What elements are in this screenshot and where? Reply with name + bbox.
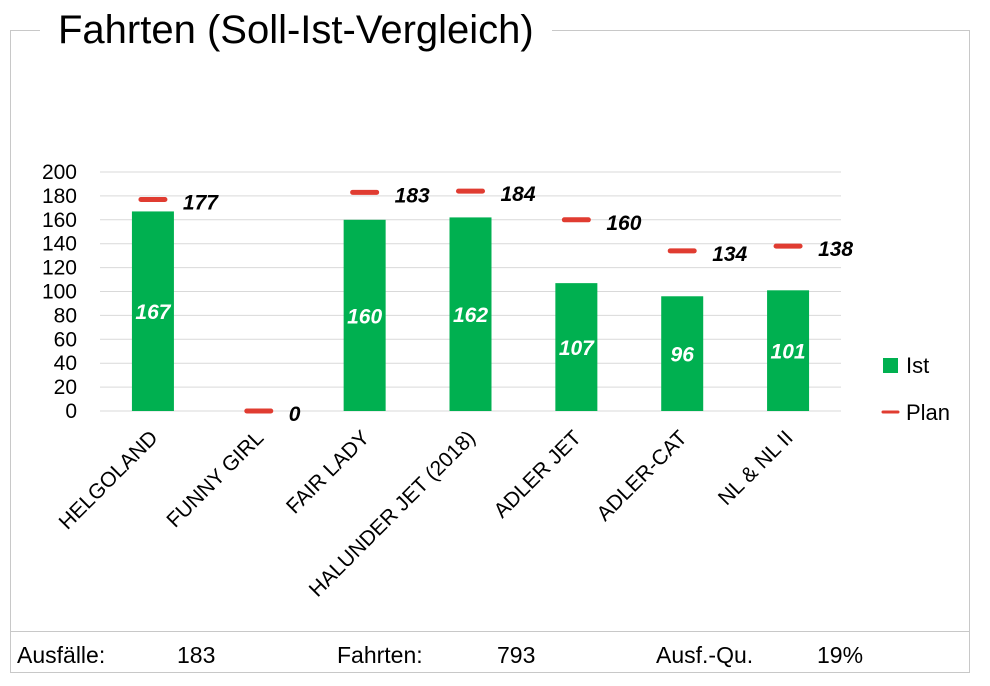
y-tick-label: 120 (42, 257, 77, 280)
y-tick-label: 20 (54, 376, 77, 399)
footer-divider (10, 631, 970, 632)
ist-bar (131, 211, 174, 411)
y-tick-label: 180 (42, 185, 77, 208)
y-tick-label: 200 (42, 161, 77, 184)
plan-value-label: 177 (183, 191, 219, 214)
legend-ist-label: Ist (906, 353, 929, 378)
ist-bar (661, 296, 704, 411)
plan-value-label: 134 (712, 243, 747, 266)
plan-value-label: 183 (395, 184, 430, 207)
ist-bar (449, 217, 492, 411)
x-category-label: ADLER-CAT (592, 426, 691, 525)
y-tick-label: 60 (54, 328, 77, 351)
ist-bar (343, 219, 386, 411)
fahrten-value: 793 (497, 642, 536, 668)
y-tick-label: 140 (42, 233, 77, 256)
plan-value-label: 0 (289, 403, 301, 426)
ist-bar (555, 283, 598, 411)
ist-value-label: 160 (347, 305, 382, 328)
ist-value-label: 101 (771, 341, 806, 364)
ist-value-label: 96 (671, 344, 695, 367)
ist-value-label: 107 (559, 337, 595, 360)
chart-title: Fahrten (Soll-Ist-Vergleich) (40, 6, 552, 54)
ist-value-label: 162 (453, 304, 488, 327)
x-category-label: FUNNY GIRL (162, 426, 268, 532)
x-category-label: NL & NL II (714, 426, 798, 510)
x-category-label: HELGOLAND (55, 426, 163, 534)
plan-markers (138, 188, 803, 414)
x-category-label: ADLER JET (490, 426, 586, 522)
y-tick-label: 40 (54, 352, 77, 375)
legend-plan-label: Plan (906, 400, 950, 425)
plan-value-label: 160 (606, 212, 641, 235)
ist-bars (131, 211, 810, 411)
legend: Ist Plan (881, 353, 950, 425)
ist-bar (767, 290, 810, 411)
plan-value-label: 184 (501, 183, 536, 206)
ist-value-label: 167 (135, 301, 171, 324)
y-tick-label: 160 (42, 209, 77, 232)
quote-value: 19% (817, 642, 864, 668)
plan-value-label: 138 (818, 238, 853, 261)
ausfaelle-label: Ausfälle: (17, 642, 106, 668)
data-labels: 167 177 0 160 183 162 184 107 160 96 134 101 138 (135, 183, 853, 426)
y-tick-label: 80 (54, 304, 77, 327)
x-category-label: FAIR LADY (282, 426, 374, 518)
fahrten-label: Fahrten: (337, 642, 423, 668)
y-tick-label: 100 (42, 281, 77, 304)
y-tick-label: 0 (65, 400, 77, 423)
quote-label: Ausf.-Qu. (656, 642, 754, 668)
legend-ist-swatch (883, 358, 898, 373)
ausfaelle-value: 183 (177, 642, 216, 668)
